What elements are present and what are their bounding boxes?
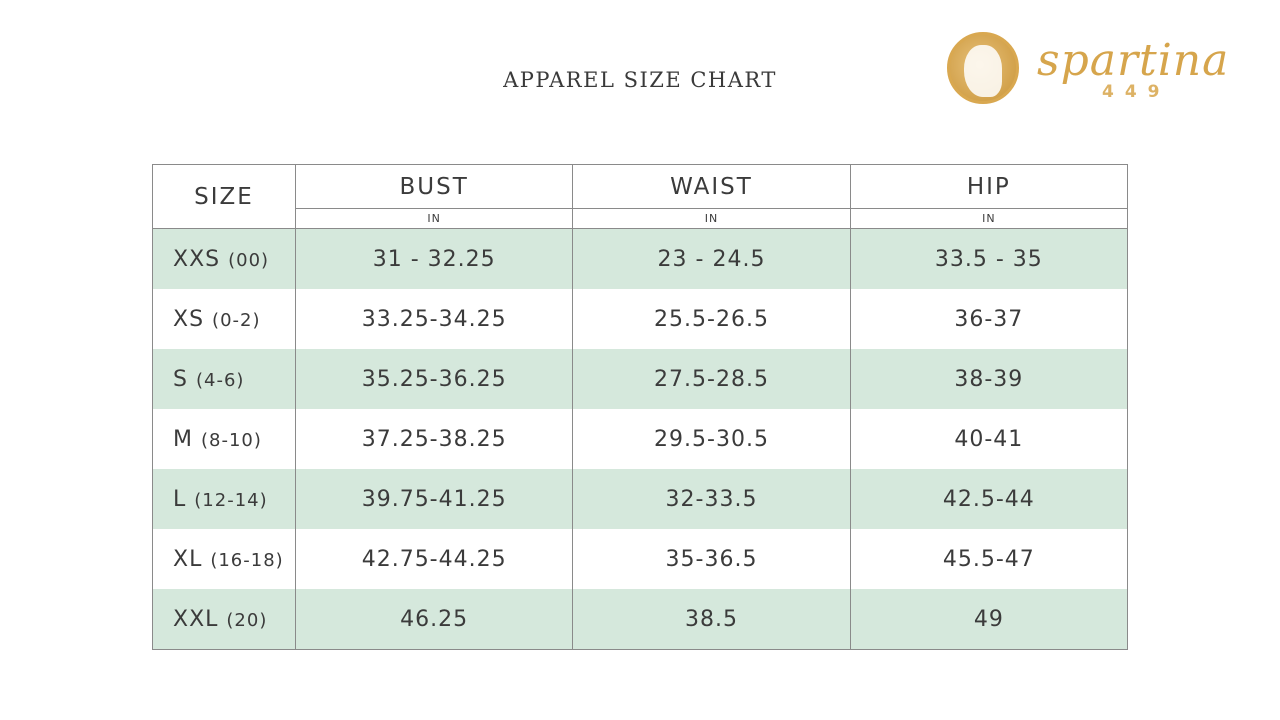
hip-cell: 45.5-47 <box>849 529 1129 589</box>
size-label: L <box>173 486 187 512</box>
size-cell: S (4-6) <box>152 349 296 409</box>
size-label: XXS <box>173 246 221 272</box>
table-row: XXS (00) 31 - 32.25 23 - 24.5 33.5 - 35 <box>152 228 1129 289</box>
size-chart-table: SIZE BUST WAIST HIP IN IN IN XXS (00) 31 … <box>152 164 1129 650</box>
waist-cell: 23 - 24.5 <box>572 228 851 289</box>
size-numeric: (20) <box>226 609 268 631</box>
hip-cell: 38-39 <box>849 349 1129 409</box>
header-bust: BUST <box>294 164 574 209</box>
mermaid-logo-icon <box>947 32 1019 104</box>
size-numeric: (8-10) <box>200 429 262 451</box>
size-cell: XL (16-18) <box>152 529 296 589</box>
hip-cell: 49 <box>849 589 1129 650</box>
waist-cell: 32-33.5 <box>572 469 851 529</box>
size-label: XL <box>173 546 203 572</box>
size-cell: XXL (20) <box>152 589 296 650</box>
waist-cell: 27.5-28.5 <box>572 349 851 409</box>
header-waist: WAIST <box>572 164 851 209</box>
size-numeric: (4-6) <box>195 369 245 391</box>
size-cell: M (8-10) <box>152 409 296 469</box>
unit-bust: IN <box>294 208 574 229</box>
size-cell: XXS (00) <box>152 228 296 289</box>
size-label: XXL <box>173 606 219 632</box>
unit-hip: IN <box>849 208 1129 229</box>
unit-waist: IN <box>572 208 851 229</box>
bust-cell: 39.75-41.25 <box>294 469 574 529</box>
hip-cell: 36-37 <box>849 289 1129 349</box>
size-label: XS <box>173 306 205 332</box>
size-label: M <box>173 426 193 452</box>
waist-cell: 25.5-26.5 <box>572 289 851 349</box>
brand-logo: spartina 449 <box>947 32 1257 112</box>
size-numeric: (00) <box>228 249 270 271</box>
size-cell: XS (0-2) <box>152 289 296 349</box>
page-title: APPAREL SIZE CHART <box>503 68 777 92</box>
table-row: S (4-6) 35.25-36.25 27.5-28.5 38-39 <box>152 349 1129 409</box>
waist-cell: 35-36.5 <box>572 529 851 589</box>
size-cell: L (12-14) <box>152 469 296 529</box>
table-row: XL (16-18) 42.75-44.25 35-36.5 45.5-47 <box>152 529 1129 589</box>
table-row: XS (0-2) 33.25-34.25 25.5-26.5 36-37 <box>152 289 1129 349</box>
waist-cell: 38.5 <box>572 589 851 650</box>
hip-cell: 42.5-44 <box>849 469 1129 529</box>
size-label: S <box>173 366 188 392</box>
bust-cell: 37.25-38.25 <box>294 409 574 469</box>
bust-cell: 31 - 32.25 <box>294 228 574 289</box>
size-numeric: (16-18) <box>210 549 284 571</box>
table-row: L (12-14) 39.75-41.25 32-33.5 42.5-44 <box>152 469 1129 529</box>
bust-cell: 35.25-36.25 <box>294 349 574 409</box>
hip-cell: 40-41 <box>849 409 1129 469</box>
bust-cell: 33.25-34.25 <box>294 289 574 349</box>
bust-cell: 42.75-44.25 <box>294 529 574 589</box>
table-row: M (8-10) 37.25-38.25 29.5-30.5 40-41 <box>152 409 1129 469</box>
logo-number: 449 <box>1102 82 1171 102</box>
header-hip: HIP <box>849 164 1129 209</box>
size-numeric: (12-14) <box>194 489 268 511</box>
waist-cell: 29.5-30.5 <box>572 409 851 469</box>
header-size: SIZE <box>152 164 296 229</box>
bust-cell: 46.25 <box>294 589 574 650</box>
logo-wordmark: spartina <box>1037 35 1230 86</box>
hip-cell: 33.5 - 35 <box>849 228 1129 289</box>
table-row: XXL (20) 46.25 38.5 49 <box>152 589 1129 650</box>
size-numeric: (0-2) <box>212 309 261 331</box>
